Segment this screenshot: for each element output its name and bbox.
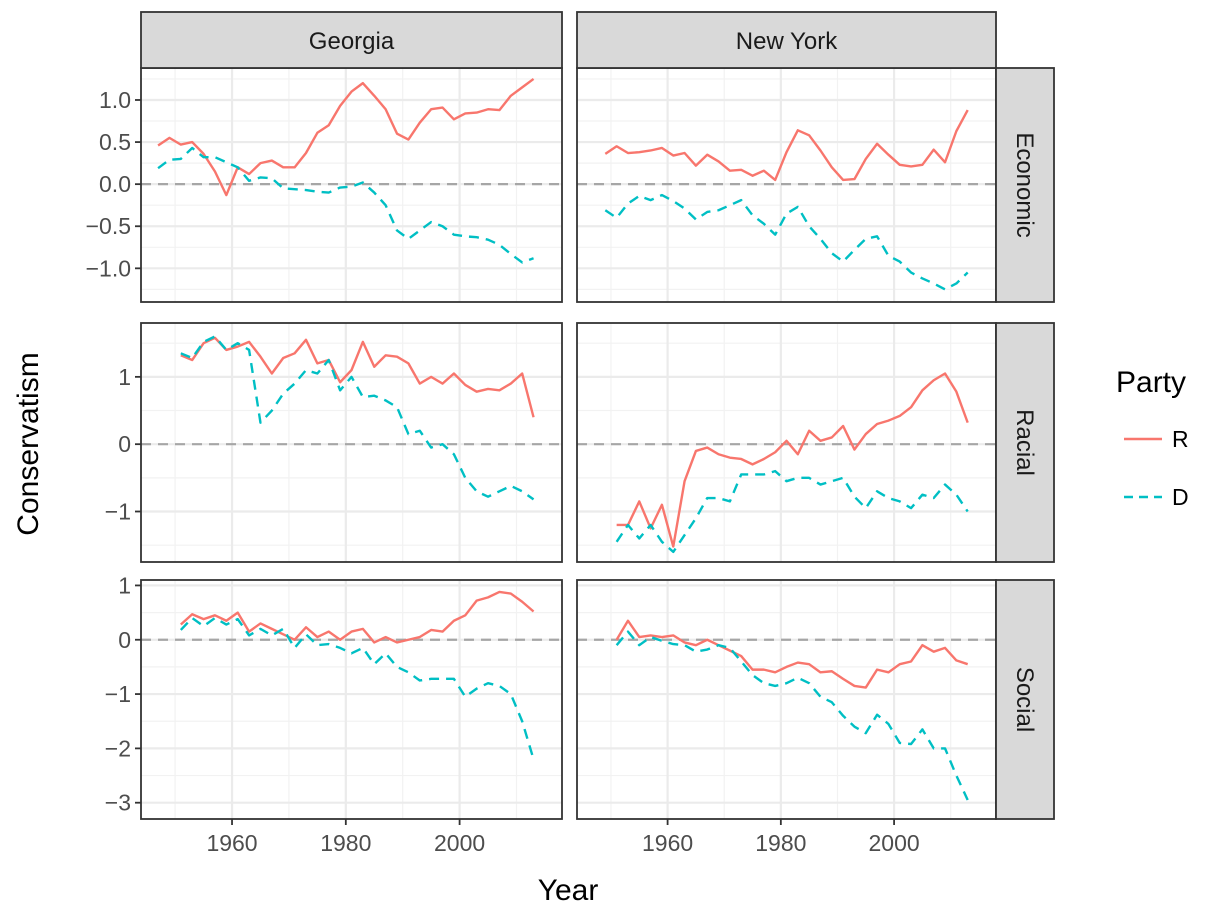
y-tick-label: 1 <box>118 364 131 390</box>
panel-new-york-racial <box>576 322 997 563</box>
series-line-d-georgia-economic <box>157 146 534 264</box>
panel-background <box>577 580 996 819</box>
x-axis-title: Year <box>538 874 599 907</box>
panel-new-york-economic <box>576 67 997 303</box>
row-strip-label-social: Social <box>1011 667 1038 732</box>
row-strip-racial: Racial <box>995 322 1055 563</box>
panel-georgia-racial: 1 0 −1 <box>105 322 563 563</box>
y-tick-label: 0.0 <box>99 171 131 197</box>
panel-border <box>140 579 563 820</box>
column-strip-label-new-york: New York <box>736 28 838 55</box>
legend-label-d: D <box>1172 484 1189 510</box>
series-line-r-georgia-social <box>180 590 535 644</box>
column-strip-new-york: New York <box>576 11 997 69</box>
column-strip-label-georgia: Georgia <box>309 28 395 55</box>
series-line-r-new-york-social <box>615 619 969 689</box>
x-tick-label: 1960 <box>206 830 257 856</box>
row-strip-economic: Economic <box>995 67 1055 303</box>
row-strip-label-economic: Economic <box>1011 132 1038 237</box>
x-tick-label: 1980 <box>755 830 806 856</box>
row-strip-social: Social <box>995 579 1055 820</box>
x-tick-label: 1980 <box>320 830 371 856</box>
legend: Party R D <box>1116 366 1189 510</box>
y-tick-label: 0 <box>118 431 131 457</box>
y-tick-label: −2 <box>105 735 131 761</box>
series-line-r-georgia-economic <box>157 77 535 197</box>
y-tick-label: −1.0 <box>86 255 131 281</box>
x-tick-label: 2000 <box>868 830 919 856</box>
legend-title: Party <box>1116 366 1186 399</box>
panel-background <box>141 323 562 562</box>
panels: 1.0 0.5 0.0 −0.5 −1.0 1 0 −1 1 0 −1 −2 −3 1960 1980 200… <box>86 67 997 856</box>
legend-label-r: R <box>1172 426 1189 452</box>
x-tick-label: 2000 <box>434 830 485 856</box>
column-strip-georgia: Georgia <box>140 11 563 69</box>
series-line-r-new-york-economic <box>604 109 969 182</box>
y-tick-label: 0 <box>118 627 131 653</box>
y-tick-label: −1 <box>105 681 131 707</box>
y-tick-label: 1 <box>118 572 131 598</box>
y-tick-label: 0.5 <box>99 129 131 155</box>
panel-background <box>141 580 562 819</box>
series-line-d-new-york-social <box>615 630 969 801</box>
y-tick-label: −1 <box>105 499 131 525</box>
y-tick-label: 1.0 <box>99 87 131 113</box>
y-tick-label: −0.5 <box>86 213 131 239</box>
y-axis-title: Conservatism <box>12 352 45 535</box>
y-tick-label: −3 <box>105 790 131 816</box>
row-strip-label-racial: Racial <box>1011 409 1038 476</box>
series-line-d-georgia-social <box>179 616 535 760</box>
x-tick-label: 1960 <box>642 830 693 856</box>
series-line-d-new-york-racial <box>615 469 969 554</box>
panel-new-york-social: 1960 1980 2000 <box>576 579 997 856</box>
series-line-r-georgia-racial <box>180 336 535 418</box>
series-line-d-new-york-economic <box>604 193 969 291</box>
panel-georgia-social: 1 0 −1 −2 −3 1960 1980 2000 <box>105 572 563 856</box>
panel-border <box>140 322 563 563</box>
series-line-d-georgia-racial <box>180 335 535 501</box>
series-line-r-new-york-racial <box>616 372 969 548</box>
panel-georgia-economic: 1.0 0.5 0.0 −0.5 −1.0 <box>86 67 563 303</box>
